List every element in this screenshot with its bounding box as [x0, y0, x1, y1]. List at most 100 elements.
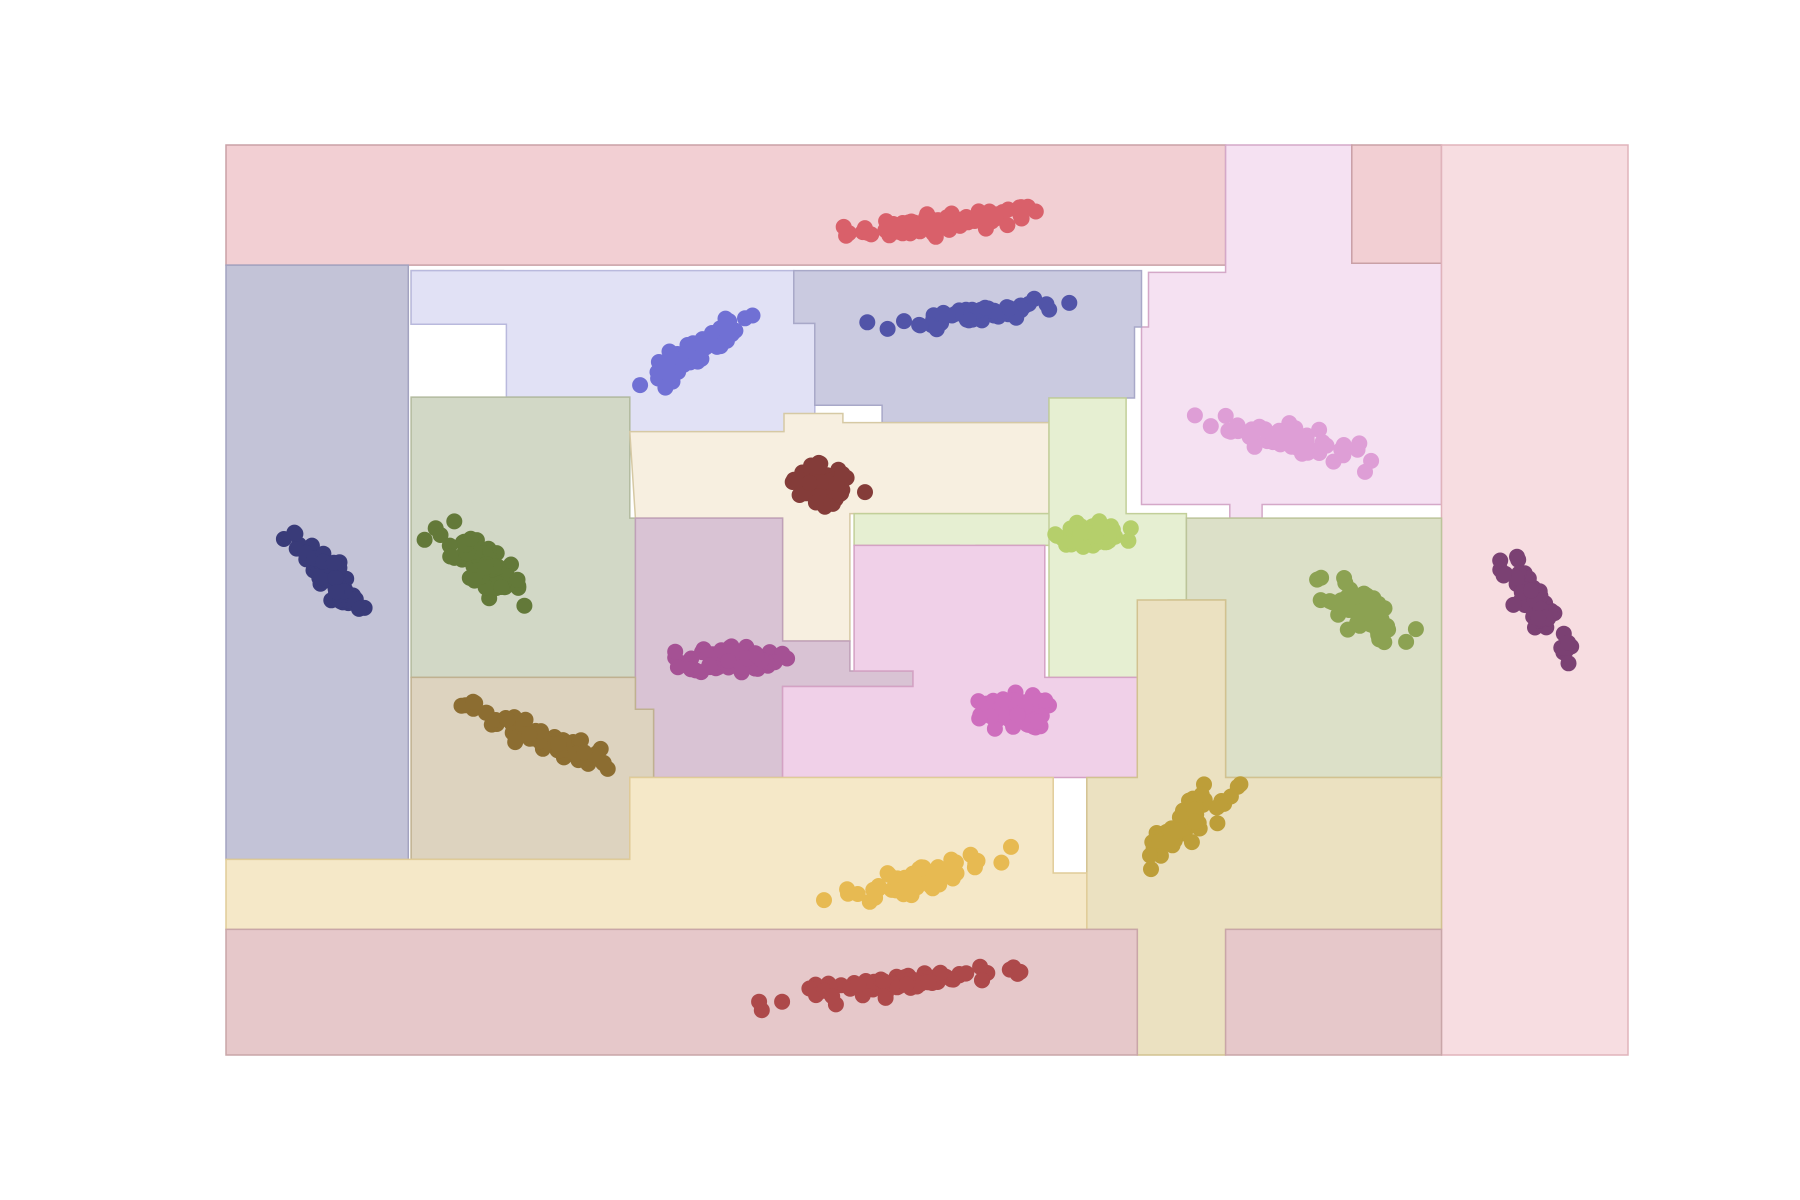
data-point — [669, 659, 686, 676]
data-point — [1407, 621, 1424, 638]
data-point — [987, 210, 1004, 227]
cluster-15 — [816, 838, 1019, 910]
data-point — [870, 880, 887, 897]
data-point — [900, 214, 917, 231]
data-point — [993, 854, 1010, 871]
scatter-points — [275, 198, 1580, 1019]
data-point — [986, 720, 1003, 737]
data-point — [863, 226, 880, 243]
data-point — [327, 570, 344, 586]
data-point — [1241, 429, 1258, 445]
data-point — [517, 711, 534, 728]
data-point — [941, 221, 958, 238]
data-point — [717, 310, 734, 327]
data-point — [737, 310, 753, 327]
data-point — [1012, 207, 1029, 224]
data-point — [1012, 963, 1029, 980]
data-point — [1209, 815, 1226, 832]
data-point — [1309, 571, 1326, 588]
data-point — [328, 584, 345, 600]
data-point — [667, 643, 684, 660]
data-point — [509, 571, 526, 588]
data-point — [1380, 621, 1397, 638]
data-point — [465, 693, 482, 710]
data-point — [351, 600, 367, 617]
data-point — [1325, 453, 1342, 470]
data-point — [1272, 436, 1289, 453]
data-point — [1041, 301, 1058, 318]
data-point — [960, 312, 977, 329]
data-point — [898, 976, 915, 993]
data-point — [550, 735, 567, 752]
data-point — [814, 474, 831, 491]
data-point — [1217, 407, 1234, 424]
data-point — [1208, 799, 1225, 816]
data-point — [719, 327, 736, 344]
cluster-5 — [784, 454, 873, 515]
cluster-14 — [1142, 776, 1249, 878]
data-point — [1281, 424, 1298, 441]
data-point — [416, 531, 433, 548]
data-point — [1092, 519, 1109, 536]
data-point — [1376, 634, 1393, 651]
data-point — [887, 882, 904, 899]
data-point — [1510, 551, 1527, 568]
data-point — [1061, 294, 1078, 311]
cluster-13 — [453, 693, 616, 777]
data-point — [1363, 452, 1380, 469]
cluster-1 — [835, 198, 1044, 245]
data-point — [701, 657, 718, 674]
data-point — [834, 465, 851, 482]
data-point — [1143, 861, 1159, 878]
data-point — [859, 314, 876, 331]
data-point — [702, 335, 719, 352]
data-point — [1530, 610, 1547, 626]
data-point — [849, 886, 866, 902]
data-point — [850, 976, 867, 993]
data-point — [432, 527, 449, 543]
data-point — [1311, 440, 1328, 457]
data-point — [1030, 713, 1047, 730]
cluster-4 — [1186, 407, 1380, 480]
decision-region-15 — [410, 676, 655, 861]
data-point — [928, 321, 945, 338]
data-point — [1187, 813, 1204, 830]
data-point — [1159, 834, 1176, 851]
data-point — [945, 862, 962, 879]
data-point — [1047, 526, 1064, 543]
data-point — [1222, 423, 1239, 440]
data-point — [751, 993, 768, 1010]
data-point — [957, 965, 974, 982]
data-point — [1367, 619, 1384, 636]
data-point — [720, 653, 737, 669]
data-point — [999, 217, 1016, 234]
data-point — [1142, 847, 1158, 864]
data-point — [1398, 633, 1415, 650]
data-point — [967, 855, 984, 872]
decision-regions — [225, 144, 1629, 1056]
data-point — [1186, 801, 1203, 818]
data-point — [516, 597, 533, 614]
data-point — [1508, 569, 1525, 586]
data-point — [576, 744, 593, 761]
data-point — [970, 693, 987, 710]
data-point — [1009, 707, 1026, 724]
data-point — [1505, 596, 1522, 613]
data-point — [1523, 582, 1539, 599]
data-point — [809, 458, 826, 475]
data-point — [939, 307, 956, 324]
cluster-11 — [667, 638, 796, 681]
data-point — [595, 755, 612, 772]
data-point — [1321, 593, 1338, 610]
cluster-9 — [1309, 569, 1424, 651]
cluster-6 — [275, 524, 373, 617]
decision-region-19 — [1224, 928, 1443, 1056]
data-point — [801, 475, 818, 491]
data-point — [675, 356, 692, 373]
data-point — [977, 299, 994, 316]
data-point — [1365, 600, 1382, 617]
data-point — [835, 218, 852, 235]
data-point — [1003, 838, 1019, 855]
